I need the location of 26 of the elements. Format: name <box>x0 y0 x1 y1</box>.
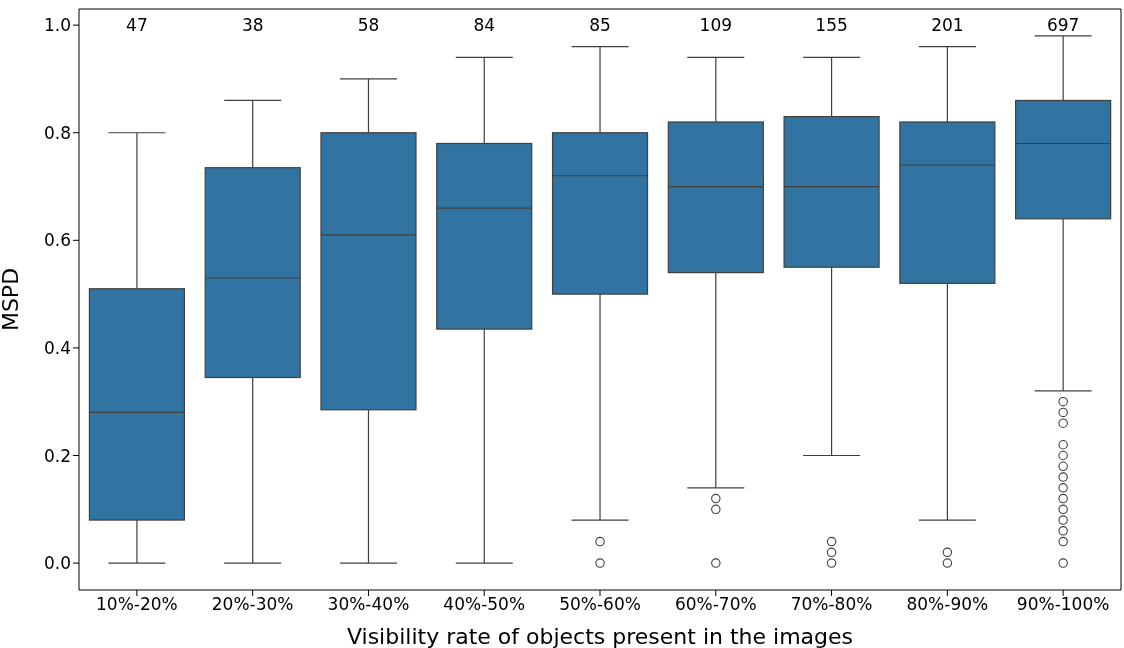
y-tick-label: 0.6 <box>43 230 71 251</box>
y-tick-label: 1.0 <box>43 15 71 36</box>
annotation: 38 <box>241 15 264 35</box>
y-axis-title: MSPD <box>0 267 23 332</box>
x-tick-label: 40%-50% <box>443 594 526 615</box>
annotation: 84 <box>473 15 496 35</box>
x-tick-label: 80%-90% <box>906 594 989 615</box>
x-tick-label: 70%-80% <box>790 594 873 615</box>
x-tick-label: 10%-20% <box>96 594 178 615</box>
y-tick-label: 0.2 <box>43 445 71 466</box>
annotation: 155 <box>815 15 848 35</box>
x-tick-label: 30%-40% <box>327 594 410 615</box>
y-tick-label: 0.8 <box>43 122 71 143</box>
y-tick-label: 0.4 <box>43 337 71 358</box>
x-axis-title: Visibility rate of objects present in the images <box>346 624 854 648</box>
annotation: 697 <box>1046 15 1080 35</box>
annotation: 109 <box>699 15 733 35</box>
annotation: 58 <box>357 15 380 35</box>
x-tick-label: 20%-30% <box>211 594 294 615</box>
x-tick-label: 50%-60% <box>559 594 641 615</box>
annotation: 85 <box>589 15 611 35</box>
annotation: 47 <box>126 15 148 35</box>
x-tick-label: 90%-100% <box>1016 594 1110 615</box>
x-tick-label: 60%-70% <box>674 594 757 615</box>
y-tick-label: 0.0 <box>43 553 71 574</box>
annotation: 201 <box>931 15 964 35</box>
